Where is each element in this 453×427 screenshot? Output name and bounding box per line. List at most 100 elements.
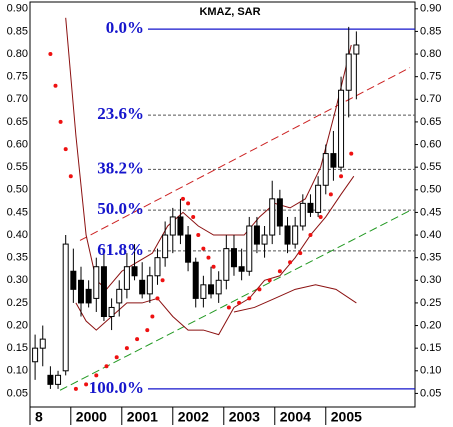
sar-dot: [135, 337, 140, 342]
y-tick-label: 0.90: [7, 3, 28, 15]
sar-dot: [124, 346, 129, 351]
candle-body: [139, 279, 146, 295]
trend-line: [59, 210, 411, 391]
x-tick-label: 2001: [127, 409, 158, 425]
fib-label: 61.8%: [97, 240, 144, 259]
candle-body: [307, 202, 314, 213]
sar-dot: [196, 233, 201, 238]
fib-label: 23.6%: [97, 104, 144, 123]
y-tick-label-right: 0.05: [420, 387, 441, 399]
trend-line: [79, 67, 411, 241]
y-tick-label-right: 0.20: [420, 319, 441, 331]
y-tick-label-right: 0.55: [420, 161, 441, 173]
candle-body: [131, 266, 138, 277]
candle-body: [353, 44, 360, 55]
candle-body: [108, 306, 115, 317]
candle-body: [47, 374, 54, 385]
y-tick-label-right: 0.10: [420, 365, 441, 377]
band-line: [65, 17, 352, 291]
sar-dot: [328, 192, 333, 197]
y-tick-label: 0.55: [7, 161, 28, 173]
y-tick-label-right: 0.25: [420, 297, 441, 309]
candle-body: [299, 202, 306, 227]
y-tick-label-right: 0.50: [420, 184, 441, 196]
candle-body: [215, 279, 222, 295]
fib-label: 38.2%: [97, 158, 144, 177]
sar-dot: [211, 264, 216, 269]
y-tick-label: 0.45: [7, 206, 28, 218]
y-tick-label: 0.75: [7, 71, 28, 83]
y-tick-label-right: 0.80: [420, 48, 441, 60]
y-tick-label: 0.40: [7, 229, 28, 241]
sar-dot: [48, 52, 53, 57]
candle-body: [322, 153, 329, 186]
y-tick-label: 0.50: [7, 184, 28, 196]
y-tick-label-right: 0.15: [420, 342, 441, 354]
sar-dot: [257, 287, 262, 292]
sar-dot: [298, 251, 303, 256]
y-tick-label: 0.85: [7, 25, 28, 37]
candle-body: [169, 216, 176, 236]
sar-dot: [150, 314, 155, 319]
candle-body: [315, 184, 322, 213]
sar-dot: [186, 201, 191, 206]
y-tick-label: 0.20: [7, 319, 28, 331]
sar-dot: [145, 328, 150, 333]
candle-body: [146, 275, 153, 295]
candle-body: [345, 53, 352, 91]
candle-body: [338, 89, 345, 168]
candle-body: [85, 288, 92, 304]
y-tick-label-right: 0.35: [420, 252, 441, 264]
sar-dot: [191, 214, 196, 219]
candle-body: [162, 234, 169, 259]
plot-frame: [29, 1, 416, 408]
sar-dot: [84, 382, 89, 387]
y-tick-label: 0.10: [7, 365, 28, 377]
y-tick-label-right: 0.40: [420, 229, 441, 241]
candle-body: [177, 216, 184, 236]
y-tick-label: 0.80: [7, 48, 28, 60]
candle-body: [154, 257, 161, 277]
x-tick-label: 2000: [76, 409, 107, 425]
candle-body: [100, 266, 107, 317]
sar-dot: [73, 386, 78, 391]
candle-body: [93, 266, 100, 299]
candle-body: [292, 225, 299, 245]
y-tick-label: 0.25: [7, 297, 28, 309]
y-tick-label-right: 0.30: [420, 274, 441, 286]
fib-label: 0.0%: [106, 18, 144, 37]
candle-body: [185, 234, 192, 263]
y-tick-label-right: 0.45: [420, 206, 441, 218]
sar-dot: [201, 246, 206, 251]
y-tick-label-right: 0.60: [420, 138, 441, 150]
y-tick-label-right: 0.85: [420, 25, 441, 37]
y-tick-label: 0.60: [7, 138, 28, 150]
candle-body: [230, 248, 237, 268]
candle-body: [246, 225, 253, 272]
sar-dot: [114, 355, 119, 360]
sar-dot: [226, 305, 231, 310]
sar-dot: [349, 151, 354, 156]
y-tick-label-right: 0.75: [420, 71, 441, 83]
sar-dot: [155, 296, 160, 301]
plot-area: [32, 17, 415, 391]
sar-dot: [58, 119, 63, 124]
candle-body: [238, 266, 245, 272]
candle-body: [253, 225, 260, 245]
sar-dot: [267, 278, 272, 283]
sar-dot: [68, 174, 73, 179]
y-tick-label: 0.15: [7, 342, 28, 354]
sar-dot: [288, 260, 293, 265]
sar-dot: [104, 364, 109, 369]
chart-title: KMAZ, SAR: [199, 6, 260, 18]
sar-dot: [160, 278, 165, 283]
fib-label: 100.0%: [89, 378, 144, 397]
sar-dot: [308, 233, 313, 238]
candle-body: [39, 338, 46, 349]
sar-dot: [53, 83, 58, 88]
candle-body: [276, 198, 283, 227]
candle-body: [330, 153, 337, 168]
candle-body: [284, 225, 291, 245]
candle-body: [261, 234, 268, 245]
